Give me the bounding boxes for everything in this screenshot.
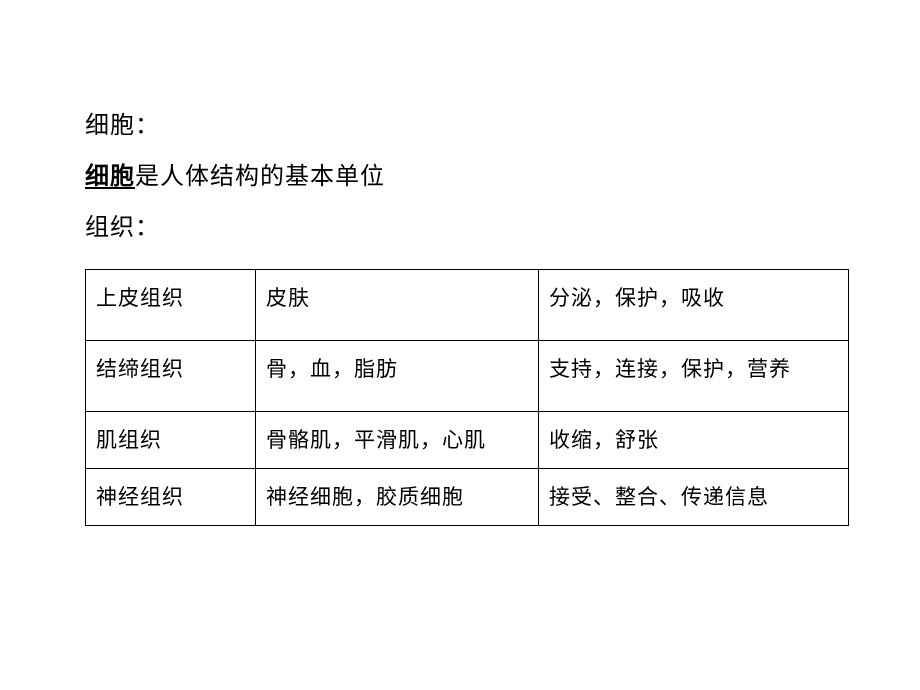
cell-example: 皮肤 — [256, 269, 539, 340]
keyword-cell: 细胞 — [85, 164, 135, 190]
cell-function: 支持，连接，保护，营养 — [539, 340, 849, 411]
cell-tissue-type: 肌组织 — [86, 411, 256, 468]
tissue-table-body: 上皮组织 皮肤 分泌，保护，吸收 结缔组织 骨，血，脂肪 支持，连接，保护，营养… — [86, 269, 849, 525]
table-row: 结缔组织 骨，血，脂肪 支持，连接，保护，营养 — [86, 340, 849, 411]
cell-tissue-type: 结缔组织 — [86, 340, 256, 411]
cell-example: 骨，血，脂肪 — [256, 340, 539, 411]
definition-rest: 是人体结构的基本单位 — [135, 164, 385, 190]
cell-tissue-type: 上皮组织 — [86, 269, 256, 340]
cell-example: 骨骼肌，平滑肌，心肌 — [256, 411, 539, 468]
heading-cell-definition: 细胞是人体结构的基本单位 — [85, 156, 835, 199]
document-content: 细胞： 细胞是人体结构的基本单位 组织： 上皮组织 皮肤 分泌，保护，吸收 结缔… — [0, 0, 920, 526]
cell-tissue-type: 神经组织 — [86, 468, 256, 525]
tissue-table: 上皮组织 皮肤 分泌，保护，吸收 结缔组织 骨，血，脂肪 支持，连接，保护，营养… — [85, 269, 849, 526]
tissue-table-wrapper: 上皮组织 皮肤 分泌，保护，吸收 结缔组织 骨，血，脂肪 支持，连接，保护，营养… — [85, 269, 835, 526]
heading-cell-label: 细胞： — [85, 105, 835, 148]
table-row: 肌组织 骨骼肌，平滑肌，心肌 收缩，舒张 — [86, 411, 849, 468]
cell-function: 收缩，舒张 — [539, 411, 849, 468]
table-row: 上皮组织 皮肤 分泌，保护，吸收 — [86, 269, 849, 340]
cell-example: 神经细胞，胶质细胞 — [256, 468, 539, 525]
table-row: 神经组织 神经细胞，胶质细胞 接受、整合、传递信息 — [86, 468, 849, 525]
cell-function: 分泌，保护，吸收 — [539, 269, 849, 340]
cell-function: 接受、整合、传递信息 — [539, 468, 849, 525]
heading-tissue-label: 组织： — [85, 207, 835, 250]
